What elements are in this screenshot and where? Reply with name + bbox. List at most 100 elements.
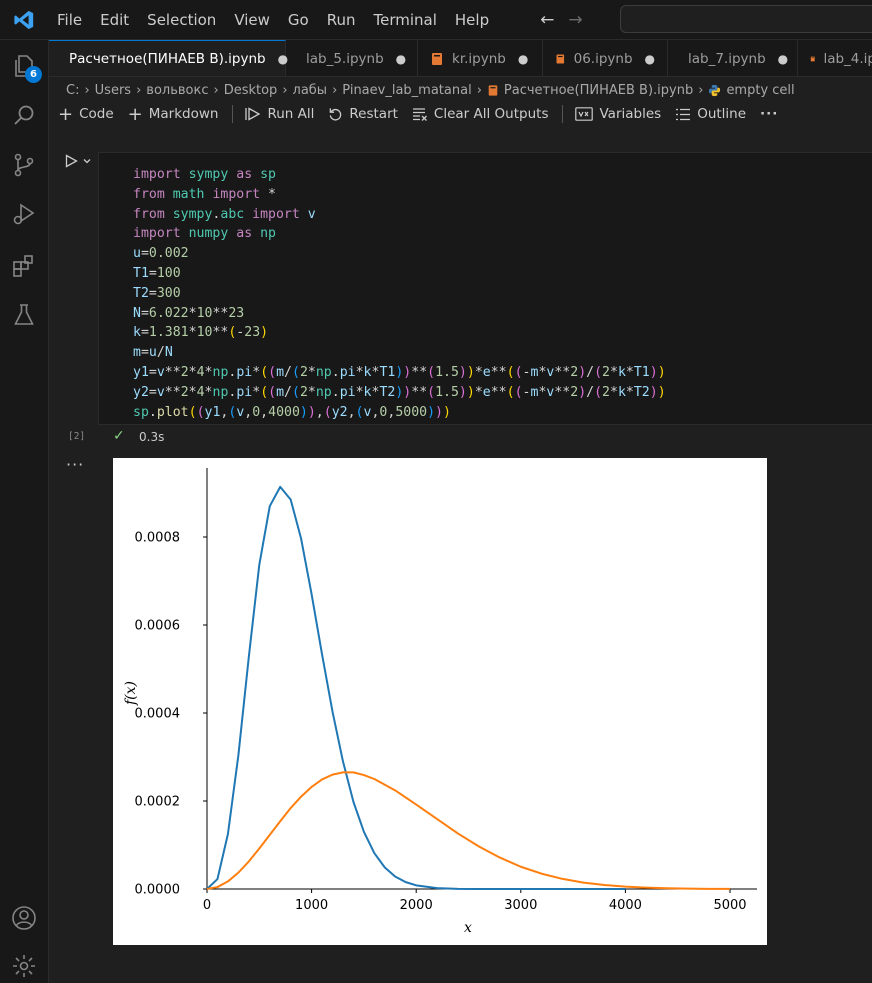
outline-label: Outline xyxy=(697,106,747,122)
unsaved-dot-icon[interactable]: ● xyxy=(644,51,655,66)
variables-label: Variables xyxy=(599,106,662,122)
chevron-down-icon[interactable] xyxy=(82,156,92,166)
breadcrumb-item[interactable]: Users xyxy=(94,82,132,98)
tab-lab-7[interactable]: lab_7.ipynb ● xyxy=(668,40,798,76)
cell-run-controls xyxy=(64,154,92,168)
code-line: T2=300 xyxy=(133,285,181,301)
menu-view[interactable]: View xyxy=(234,10,270,29)
back-arrow-icon[interactable]: ← xyxy=(540,9,555,30)
variables-button[interactable]: Variables xyxy=(575,106,661,122)
breadcrumb-item[interactable]: Расчетное(ПИНАЕВ В).ipynb xyxy=(503,82,694,98)
breadcrumb-item[interactable]: C: xyxy=(66,82,80,98)
restart-button[interactable]: Restart xyxy=(328,106,398,122)
x-tick-label: 4000 xyxy=(609,898,642,913)
notebook-file-icon xyxy=(432,52,442,65)
series-line-1 xyxy=(206,485,626,890)
breadcrumb-item[interactable]: лабы xyxy=(292,82,328,98)
code-content[interactable]: import sympy as sp from math import * fr… xyxy=(133,165,666,422)
menu-run[interactable]: Run xyxy=(326,10,356,29)
x-tick-label: 2000 xyxy=(400,898,433,913)
code-line: from math import * xyxy=(133,186,276,202)
run-debug-icon[interactable] xyxy=(10,200,38,228)
command-center[interactable] xyxy=(620,5,872,33)
unsaved-dot-icon[interactable]: ● xyxy=(777,51,789,66)
account-icon[interactable] xyxy=(10,904,38,932)
activity-bar: 6 xyxy=(0,40,49,983)
add-markdown-label: Markdown xyxy=(148,106,219,122)
restart-icon xyxy=(330,107,342,121)
source-control-icon[interactable] xyxy=(10,151,38,179)
tab-raschetnoe[interactable]: Расчетное(ПИНАЕВ В).ipynb ● xyxy=(49,40,289,76)
more-actions-button[interactable]: ··· xyxy=(760,106,779,122)
x-tick-label: 5000 xyxy=(713,898,746,913)
menu-go[interactable]: Go xyxy=(287,10,309,29)
menu-bar: File Edit Selection View Go Run Terminal… xyxy=(48,0,498,40)
code-line: N=6.022*10**23 xyxy=(133,305,245,321)
tab-label: kr.ipynb xyxy=(452,50,506,67)
unsaved-dot-icon[interactable]: ● xyxy=(395,51,407,66)
menu-file[interactable]: File xyxy=(57,10,83,29)
run-all-label: Run All xyxy=(267,106,315,122)
tab-lab-4[interactable]: lab_4.ip xyxy=(798,40,872,76)
add-markdown-button[interactable]: + Markdown xyxy=(128,104,219,125)
notebook-toolbar: + Code + Markdown Run All Restart Clear … xyxy=(58,102,792,126)
breadcrumb-item[interactable]: empty cell xyxy=(726,82,795,98)
forward-arrow-icon[interactable]: → xyxy=(568,9,583,30)
execution-count: [2] xyxy=(68,431,86,442)
x-axis-label: x xyxy=(464,920,472,936)
menu-terminal[interactable]: Terminal xyxy=(373,10,437,29)
menu-help[interactable]: Help xyxy=(454,10,490,29)
code-line: sp.plot((y1,(v,0,4000)),(y2,(v,0,5000))) xyxy=(133,404,451,420)
menu-edit[interactable]: Edit xyxy=(100,10,130,29)
chevron-right-icon: › xyxy=(213,82,219,98)
toolbar-divider xyxy=(562,105,564,123)
outline-button[interactable]: Outline xyxy=(675,106,746,122)
breadcrumb-item[interactable]: вольвокс xyxy=(146,82,209,98)
variables-icon xyxy=(575,107,594,121)
settings-gear-icon[interactable] xyxy=(10,952,38,980)
search-icon[interactable] xyxy=(10,102,38,130)
tab-label: 06.ipynb xyxy=(573,50,633,67)
code-line: u=0.002 xyxy=(133,246,189,262)
clear-all-icon xyxy=(412,108,427,121)
breadcrumb-item[interactable]: Pinaev_lab_matanal xyxy=(342,82,472,98)
notebook-file-icon xyxy=(810,56,815,61)
tab-label: lab_5.ipynb xyxy=(306,50,384,67)
y-tick-label: 0.0000 xyxy=(135,883,181,898)
chart-svg: 0 1000 2000 3000 4000 5000 0.0000 0.0002 0.0004 0… xyxy=(123,468,757,936)
breadcrumb: C: › Users › вольвокс › Desktop › лабы › Pina… xyxy=(66,79,795,101)
code-line: import numpy as np xyxy=(133,226,276,242)
x-tick-label: 1000 xyxy=(295,898,328,913)
breadcrumb-item[interactable]: Desktop xyxy=(223,82,278,98)
run-cell-icon[interactable] xyxy=(64,154,78,168)
extensions-icon[interactable] xyxy=(10,252,38,280)
add-code-button[interactable]: + Code xyxy=(58,104,114,125)
notebook-file-icon xyxy=(488,84,498,96)
chevron-right-icon: › xyxy=(332,82,338,98)
unsaved-dot-icon[interactable]: ● xyxy=(277,52,289,66)
title-bar: File Edit Selection View Go Run Terminal… xyxy=(0,0,872,40)
clear-outputs-button[interactable]: Clear All Outputs xyxy=(412,106,548,122)
tab-06[interactable]: 06.ipynb ● xyxy=(543,40,668,76)
y-tick-label: 0.0006 xyxy=(135,619,181,634)
nav-arrows: ← → xyxy=(540,10,583,30)
editor-tabs: Расчетное(ПИНАЕВ В).ipynb ● lab_5.ipynb … xyxy=(49,40,872,77)
code-line: k=1.381*10**(-23) xyxy=(133,325,269,341)
chevron-right-icon: › xyxy=(282,82,288,98)
tab-lab-5[interactable]: lab_5.ipynb ● xyxy=(286,40,418,76)
run-all-button[interactable]: Run All xyxy=(245,106,314,122)
chevron-right-icon: › xyxy=(698,82,704,98)
success-check-icon: ✓ xyxy=(113,428,125,444)
execution-time: 0.3s xyxy=(139,430,165,444)
testing-flask-icon[interactable] xyxy=(10,301,38,329)
menu-selection[interactable]: Selection xyxy=(147,10,217,29)
y-tick-label: 0.0008 xyxy=(135,531,181,546)
python-icon xyxy=(709,84,721,96)
code-cell-editor[interactable]: import sympy as sp from math import * fr… xyxy=(98,152,872,425)
output-menu-button[interactable]: ··· xyxy=(66,455,85,474)
chevron-right-icon: › xyxy=(84,82,90,98)
code-line: m=u/N xyxy=(133,345,173,361)
unsaved-dot-icon[interactable]: ● xyxy=(517,51,529,66)
tab-kr[interactable]: kr.ipynb ● xyxy=(418,40,543,76)
x-tick-label: 3000 xyxy=(504,898,537,913)
